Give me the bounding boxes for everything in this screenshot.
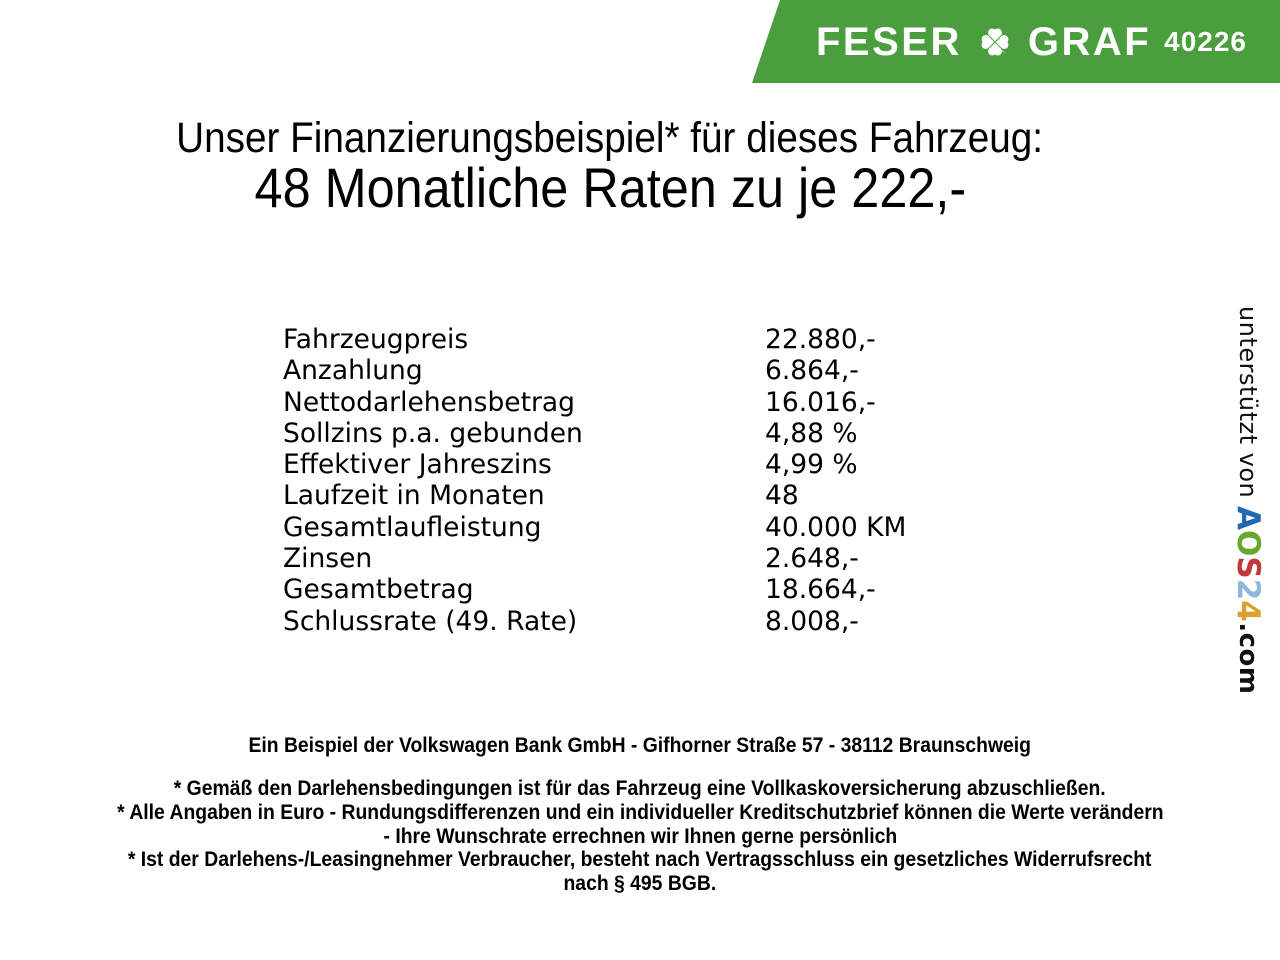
- aos24-letter: A: [1230, 506, 1266, 531]
- financing-row-label: Nettodarlehensbetrag: [283, 386, 575, 418]
- disclaimer-line: - Ihre Wunschrate errechnen wir Ihnen ge…: [0, 823, 1280, 849]
- disclaimer-line-text: * Alle Angaben in Euro - Rundungsdiffere…: [116, 799, 1164, 824]
- disclaimer-line-text: nach § 495 BGB.: [563, 871, 717, 896]
- financing-row-value: 8.008,-: [765, 605, 859, 637]
- aos24-letter: 4: [1230, 600, 1266, 623]
- financing-row-value: 16.016,-: [765, 386, 876, 418]
- dealer-number: 40226: [1164, 25, 1247, 57]
- disclaimer-line: nach § 495 BGB.: [0, 871, 1280, 896]
- financing-row-label: Anzahlung: [283, 355, 423, 387]
- financing-table-row: Fahrzeugpreis 22.880,-: [283, 324, 906, 355]
- financing-row-value: 22.880,-: [765, 324, 876, 355]
- financing-row-label: Laufzeit in Monaten: [283, 480, 545, 512]
- aos24-letter: S: [1230, 556, 1266, 580]
- financing-table-row: Anzahlung 6.864,-: [283, 355, 906, 386]
- disclaimer-line-text: * Ist der Darlehens-/Leasingnehmer Verbr…: [128, 847, 1152, 872]
- financing-table-row: Zinsen 2.648,-: [283, 543, 906, 574]
- disclaimer-line-text: - Ihre Wunschrate errechnen wir Ihnen ge…: [383, 823, 897, 848]
- footer-bank-line-text: Ein Beispiel der Volkswagen Bank GmbH - …: [248, 733, 1032, 757]
- disclaimer-line: * Gemäß den Darlehensbedingungen ist für…: [0, 776, 1280, 801]
- brand-banner: FESER: [752, 0, 1280, 83]
- aos24-letter: 2: [1230, 579, 1266, 601]
- finance-subtitle-text: 48 Monatliche Raten zu je 222,-: [254, 156, 966, 219]
- financing-row-label: Zinsen: [283, 543, 373, 575]
- financing-row-label: Effektiver Jahreszins: [283, 449, 552, 481]
- financing-row-label: Schlussrate (49. Rate): [283, 605, 578, 637]
- financing-row-value: 6.864,-: [765, 355, 859, 387]
- financing-table: Fahrzeugpreis 22.880,- Anzahlung 6.864,-…: [283, 324, 906, 637]
- financing-row-value: 18.664,-: [765, 574, 876, 606]
- footer-disclaimers: * Gemäß den Darlehensbedingungen ist für…: [0, 776, 1280, 896]
- footer-bank-line: Ein Beispiel der Volkswagen Bank GmbH - …: [0, 733, 1280, 758]
- finance-subtitle: 48 Monatliche Raten zu je 222,-: [0, 160, 1220, 217]
- clover-icon: [981, 28, 1009, 55]
- financing-table-row: Schlussrate (49. Rate) 8.008,-: [283, 606, 906, 637]
- credit-prefix: unterstützt von: [1234, 306, 1262, 507]
- disclaimer-line: * Alle Angaben in Euro - Rundungsdiffere…: [0, 799, 1280, 825]
- brand-word-left: FESER: [816, 19, 962, 64]
- brand-word-right: GRAF: [1027, 19, 1152, 64]
- financing-row-value: 40.000 KM: [765, 511, 907, 543]
- financing-row-label: Fahrzeugpreis: [283, 324, 469, 355]
- financing-table-row: Gesamtlaufleistung 40.000 KM: [283, 512, 906, 543]
- financing-table-row: Laufzeit in Monaten 48: [283, 480, 906, 511]
- finance-title: Unser Finanzierungsbeispiel* für dieses …: [0, 117, 1220, 160]
- feser-graf-logo: FESER: [816, 19, 1151, 65]
- aos24-logo: AOS24: [1230, 506, 1266, 622]
- sidebar-credit: unterstützt von AOS24.com: [1230, 306, 1266, 694]
- financing-row-label: Sollzins p.a. gebunden: [283, 417, 583, 449]
- financing-row-value: 48: [765, 480, 799, 512]
- financing-row-value: 4,88 %: [765, 417, 858, 449]
- financing-table-row: Sollzins p.a. gebunden 4,88 %: [283, 418, 906, 449]
- financing-row-value: 4,99 %: [765, 449, 858, 481]
- financing-table-row: Nettodarlehensbetrag 16.016,-: [283, 387, 906, 418]
- disclaimer-line: * Ist der Darlehens-/Leasingnehmer Verbr…: [0, 848, 1280, 872]
- finance-title-text: Unser Finanzierungsbeispiel* für dieses …: [176, 114, 1044, 162]
- financing-row-value: 2.648,-: [765, 543, 859, 575]
- credit-suffix: .com: [1233, 622, 1263, 695]
- aos24-letter: O: [1230, 530, 1266, 557]
- financing-row-label: Gesamtbetrag: [283, 574, 474, 606]
- financing-table-row: Gesamtbetrag 18.664,-: [283, 574, 906, 605]
- brand-banner-content: FESER: [752, 0, 1280, 83]
- disclaimer-line-text: * Gemäß den Darlehensbedingungen ist für…: [174, 776, 1106, 800]
- financing-row-label: Gesamtlaufleistung: [283, 511, 542, 543]
- financing-table-row: Effektiver Jahreszins 4,99 %: [283, 449, 906, 480]
